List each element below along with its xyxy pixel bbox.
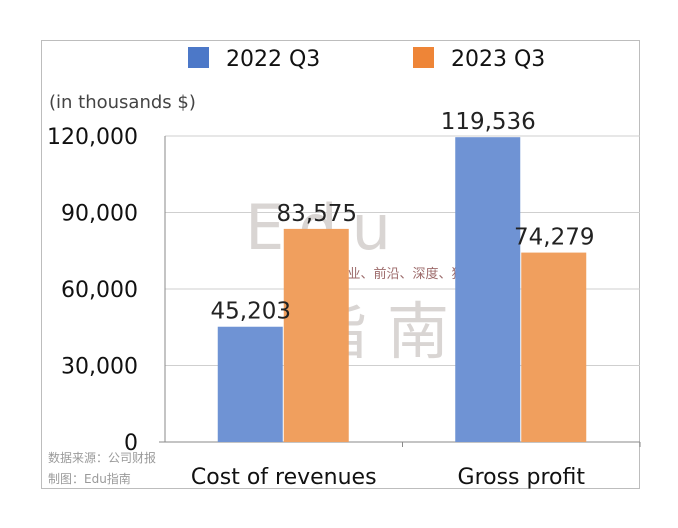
category-labels: Cost of revenues Gross profit [191, 465, 585, 490]
y-tick-label: 60,000 [61, 278, 138, 303]
bar-chart: (in thousands $) Edu 教育行业、前沿、深度、独家 指南 03… [47, 47, 641, 490]
category-label: Cost of revenues [191, 465, 377, 490]
credit-note: 制图：Edu指南 [48, 471, 131, 486]
category-label: Gross profit [458, 465, 586, 490]
legend-label: 2023 Q3 [451, 47, 545, 72]
y-tick-label: 0 [124, 431, 138, 456]
data-labels: 45,203 83,575 119,536 74,279 [211, 109, 595, 325]
source-note: 数据来源：公司财报 [48, 450, 156, 465]
data-label: 83,575 [277, 201, 357, 227]
y-tick-label: 30,000 [61, 355, 138, 380]
legend-label: 2022 Q3 [226, 47, 320, 72]
data-label: 119,536 [441, 109, 536, 135]
unit-note: (in thousands $) [49, 92, 196, 113]
y-tick-labels: 0 30,000 60,000 90,000 120,000 [47, 125, 138, 456]
legend: 2022 Q3 2023 Q3 [188, 47, 545, 72]
y-tick-label: 90,000 [61, 202, 138, 227]
bars [217, 137, 587, 442]
bar-2023-q3-0 [283, 228, 349, 442]
y-tick-label: 120,000 [47, 125, 138, 150]
data-label: 74,279 [514, 225, 594, 251]
bar-2023-q3-1 [521, 252, 587, 442]
bar-2022-q3-0 [217, 326, 283, 442]
bar-2022-q3-1 [455, 137, 521, 442]
legend-swatch [413, 47, 434, 68]
watermark-tagline: 教育行业、前沿、深度、独家 [308, 266, 477, 282]
data-label: 45,203 [211, 299, 291, 325]
legend-swatch [188, 47, 209, 68]
